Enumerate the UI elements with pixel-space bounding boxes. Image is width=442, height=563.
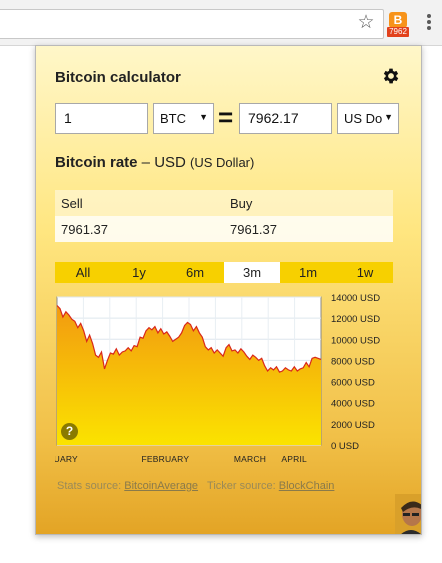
buy-value: 7961.37 <box>230 222 277 237</box>
bitcoin-extension-icon[interactable]: B 7962 <box>387 12 409 38</box>
rate-currency-name: (US Dollar) <box>190 155 255 170</box>
developer-avatar <box>395 494 421 534</box>
to-currency-value: US Do <box>344 111 383 126</box>
rate-label: Bitcoin rate <box>55 154 138 171</box>
to-currency-select[interactable]: US Do ▼ <box>337 103 399 134</box>
price-badge: 7962 <box>387 27 409 37</box>
x-month-label: APRIL <box>281 454 307 464</box>
tab-1y[interactable]: 1y <box>132 265 146 280</box>
period-tabs: All 1y 6m 3m 1m 1w <box>55 262 393 283</box>
buy-header: Buy <box>230 196 253 211</box>
equals-sign: = <box>218 102 234 132</box>
stats-source-link[interactable]: BitcoinAverage <box>124 480 199 492</box>
from-currency-select[interactable]: BTC ▼ <box>153 103 214 134</box>
ticker-source-label: Ticker source: <box>207 480 276 492</box>
y-tick-label: 6000 USD <box>331 378 375 389</box>
stats-source-label: Stats source: <box>57 480 122 492</box>
dropdown-arrow-icon: ▼ <box>384 112 393 122</box>
ticker-source-link[interactable]: BlockChain <box>278 480 335 492</box>
price-line <box>56 305 322 373</box>
y-tick-label: 8000 USD <box>331 356 375 367</box>
y-tick-label: 0 USD <box>331 441 359 452</box>
browser-toolbar: ☆ B 7962 <box>0 0 442 46</box>
y-tick-label: 4000 USD <box>331 399 375 410</box>
y-tick-label: 12000 USD <box>331 314 380 325</box>
rate-dash: – <box>137 154 155 171</box>
bitcoin-coin-icon: B <box>389 12 407 28</box>
tab-all[interactable]: All <box>75 265 91 280</box>
table-header-row: Sell Buy <box>55 190 393 216</box>
address-bar[interactable] <box>0 9 384 39</box>
x-month-label: MARCH <box>234 454 266 464</box>
popup-title: Bitcoin calculator <box>55 69 181 86</box>
price-area <box>57 305 321 445</box>
gear-icon[interactable] <box>381 66 401 86</box>
y-tick-label: 2000 USD <box>331 420 375 431</box>
rate-table: Sell Buy 7961.37 7961.37 <box>55 190 393 242</box>
sell-value: 7961.37 <box>61 222 108 237</box>
sell-header: Sell <box>61 196 83 211</box>
tab-3m[interactable]: 3m <box>224 262 280 283</box>
table-row: 7961.37 7961.37 <box>55 216 393 242</box>
help-icon[interactable]: ? <box>61 423 78 440</box>
dropdown-arrow-icon: ▼ <box>199 112 208 122</box>
tab-6m[interactable]: 6m <box>185 265 205 280</box>
result-input[interactable]: 7962.17 <box>239 103 332 134</box>
rate-currency-code: USD <box>154 154 186 171</box>
bitcoin-calculator-popup: Bitcoin calculator 1 BTC ▼ = 7962.17 US … <box>35 45 422 535</box>
price-chart: 14000 USD 12000 USD 10000 USD 8000 USD 6000 … <box>55 293 380 464</box>
menu-dots-icon[interactable] <box>423 13 435 33</box>
tab-1w[interactable]: 1w <box>356 265 374 280</box>
tab-1m[interactable]: 1m <box>298 265 318 280</box>
footer-sources: Stats source: BitcoinAverage Ticker sour… <box>57 480 334 492</box>
amount-input[interactable]: 1 <box>55 103 148 134</box>
x-month-label: JANUARY <box>55 454 78 464</box>
star-icon[interactable]: ☆ <box>357 12 375 33</box>
y-tick-label: 10000 USD <box>331 335 380 346</box>
from-currency-value: BTC <box>160 111 186 126</box>
rate-heading: Bitcoin rate – USD (US Dollar) <box>55 154 254 171</box>
y-tick-label: 14000 USD <box>331 293 380 304</box>
x-month-label: FEBRUARY <box>141 454 189 464</box>
